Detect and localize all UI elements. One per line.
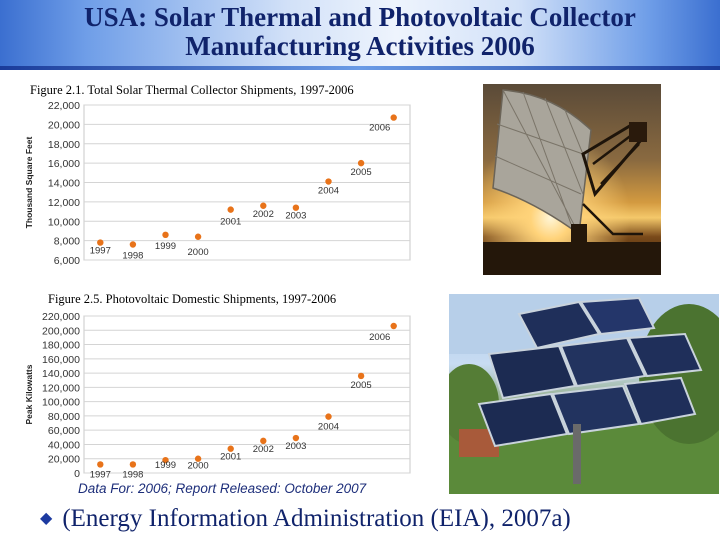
y-tick-label: 200,000 [42, 325, 80, 337]
point-label: 1999 [155, 460, 176, 471]
slide-title-line1: USA: Solar Thermal and Photovoltaic Coll… [84, 2, 636, 32]
point-label: 2006 [369, 332, 390, 343]
y-tick-label: 10,000 [48, 216, 80, 228]
point-label: 2006 [369, 123, 390, 134]
source-text: (Energy Information Administration (EIA)… [62, 505, 571, 532]
data-point [129, 241, 137, 248]
y-tick-label: 60,000 [48, 425, 80, 437]
data-point [357, 159, 365, 167]
y-tick-label: 180,000 [42, 340, 80, 352]
point-label: 1998 [122, 251, 143, 262]
y-axis-label: Thousand Square Feet [24, 137, 34, 229]
y-tick-label: 14,000 [48, 178, 80, 190]
point-label: 2001 [220, 452, 241, 463]
y-tick-label: 120,000 [42, 382, 80, 394]
y-tick-label: 12,000 [48, 197, 80, 209]
point-label: 2003 [285, 211, 306, 222]
y-tick-label: 22,000 [48, 100, 80, 112]
y-axis-label: Peak Kilowatts [24, 364, 34, 424]
point-label: 1997 [90, 469, 111, 480]
chart1-title: Figure 2.1. Total Solar Thermal Collecto… [30, 83, 354, 97]
y-tick-label: 140,000 [42, 368, 80, 380]
data-point [260, 202, 267, 209]
y-tick-label: 0 [74, 468, 80, 480]
diamond-bullet-icon: ◆ [40, 510, 53, 527]
data-point [325, 413, 332, 420]
y-tick-label: 18,000 [48, 139, 80, 151]
point-label: 2000 [188, 461, 209, 472]
point-label: 2003 [285, 441, 306, 452]
slide-title: USA: Solar Thermal and Photovoltaic Coll… [0, 0, 720, 68]
data-point [194, 455, 202, 462]
y-tick-label: 80,000 [48, 411, 80, 423]
y-tick-label: 20,000 [48, 454, 80, 466]
y-tick-label: 8,000 [54, 236, 80, 248]
y-tick-label: 160,000 [42, 354, 80, 366]
data-point [227, 206, 234, 213]
y-tick-label: 6,000 [54, 255, 80, 267]
point-label: 2001 [220, 217, 241, 228]
plot-area [83, 315, 411, 474]
point-label: 2002 [253, 444, 274, 455]
y-tick-label: 100,000 [42, 397, 80, 409]
slide-title-line2: Manufacturing Activities 2006 [185, 31, 535, 61]
data-footnote: Data For: 2006; Report Released: October… [78, 481, 367, 496]
data-point [292, 204, 300, 211]
chart2-title: Figure 2.5. Photovoltaic Domestic Shipme… [48, 292, 337, 306]
solar-dish-photo [483, 84, 661, 275]
point-label: 2000 [188, 247, 209, 258]
data-point [390, 322, 397, 330]
data-point [292, 434, 300, 442]
data-point [97, 239, 104, 246]
y-tick-label: 40,000 [48, 439, 80, 451]
point-label: 1998 [122, 469, 143, 480]
pv-array-photo [449, 294, 719, 494]
data-point [97, 461, 104, 468]
y-tick-label: 20,000 [48, 119, 80, 131]
point-label: 1999 [155, 241, 176, 252]
data-point [194, 233, 202, 240]
y-tick-label: 220,000 [42, 311, 80, 323]
y-tick-label: 16,000 [48, 158, 80, 170]
point-label: 2004 [318, 186, 339, 197]
source-citation: ◆ (Energy Information Administration (EIA… [40, 505, 571, 533]
data-point [227, 445, 234, 452]
title-accent-bar [0, 66, 720, 70]
data-point [357, 372, 365, 380]
data-point [260, 437, 267, 445]
data-point [162, 231, 169, 239]
point-label: 2005 [351, 380, 372, 391]
point-label: 2004 [318, 422, 339, 433]
data-point [390, 114, 397, 121]
data-point [325, 178, 332, 185]
data-point [162, 456, 169, 464]
point-label: 2005 [351, 167, 372, 178]
point-label: 1997 [90, 246, 111, 257]
data-point [129, 461, 137, 468]
point-label: 2002 [253, 209, 274, 220]
